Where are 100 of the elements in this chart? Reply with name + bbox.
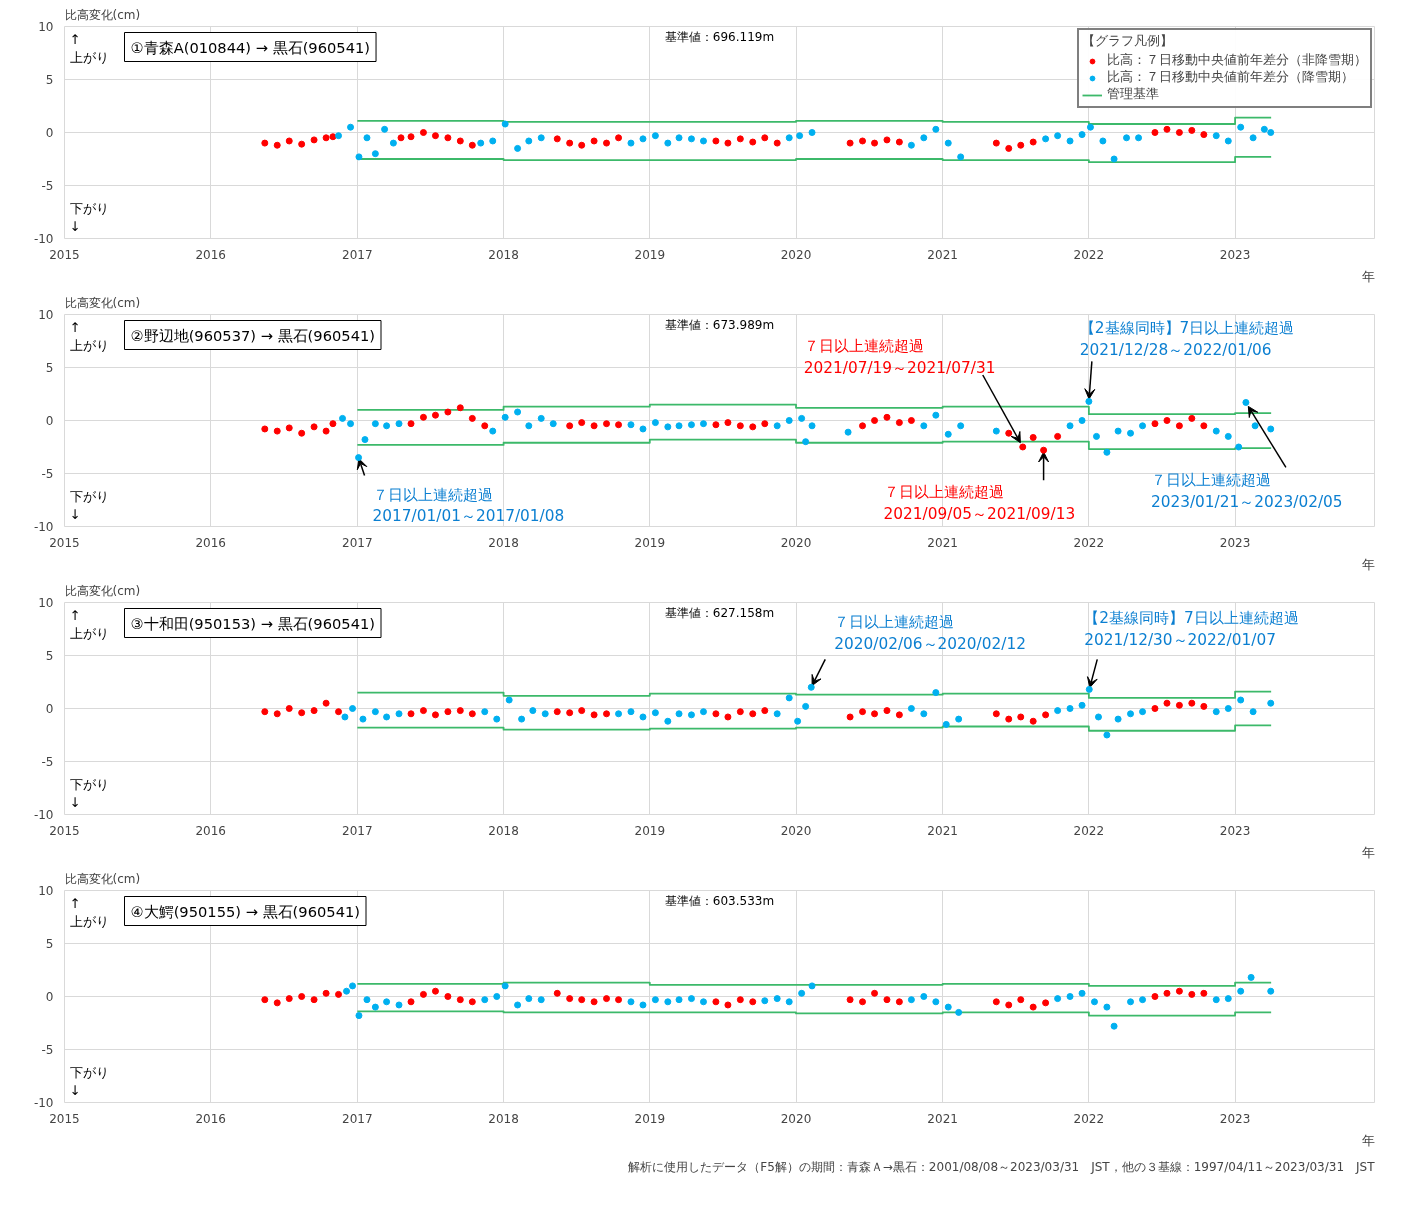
chart-subtitle: 基準値：673.989m: [664, 317, 775, 332]
point: [1151, 705, 1159, 712]
point: [895, 998, 903, 1006]
point: [481, 422, 489, 430]
point: [639, 713, 647, 721]
point: [431, 132, 439, 140]
x-tick-label: 2016: [195, 535, 226, 550]
x-tick-label: 2017: [342, 1111, 373, 1126]
point: [712, 998, 720, 1006]
point: [785, 998, 793, 1006]
point: [1135, 134, 1143, 142]
point: [1212, 132, 1220, 140]
point: [1200, 989, 1208, 997]
point: [273, 427, 281, 435]
point: [518, 715, 526, 723]
y-tick-label: -5: [41, 467, 54, 481]
point: [846, 996, 854, 1004]
point: [1224, 432, 1232, 440]
point: [1029, 717, 1037, 725]
point: [489, 427, 497, 435]
point: [796, 132, 804, 140]
point: [675, 710, 683, 718]
point: [1103, 448, 1111, 456]
text: 解析に使用したデータ（F5解）の期間：青森Ａ→黒石：2001/08/08～2023/03/31 JST，他の３基線：1997/04/11～2023/03/31 JST: [628, 1159, 1376, 1174]
point: [749, 998, 757, 1006]
x-tick-label: 2021: [927, 1111, 958, 1126]
point: [1249, 134, 1257, 142]
point: [1237, 987, 1245, 995]
point: [675, 422, 683, 430]
point: [1212, 427, 1220, 435]
point: [489, 137, 497, 145]
point: [1085, 685, 1093, 693]
point: [932, 689, 940, 697]
y-tick-label: 10: [38, 884, 54, 898]
point: [444, 993, 452, 1000]
point: [1040, 446, 1048, 454]
point: [339, 414, 347, 422]
point: [1054, 995, 1062, 1003]
point: [944, 139, 952, 147]
x-tick-label: 2015: [49, 823, 80, 838]
annotation: 下がり ↓: [69, 776, 109, 810]
point: [992, 710, 1000, 718]
point: [590, 422, 598, 430]
point: [651, 132, 659, 140]
point: [525, 995, 533, 1003]
point: [1078, 701, 1086, 709]
annotation: ↑ 上がり: [69, 31, 109, 65]
point: [1114, 427, 1122, 435]
point: [639, 425, 647, 433]
point: [343, 987, 351, 995]
y-tick-label: -10: [33, 808, 54, 822]
point: [603, 710, 611, 718]
point: [1005, 1001, 1013, 1009]
point: [798, 989, 806, 997]
point: [1078, 417, 1086, 424]
point: [389, 139, 397, 147]
point: [846, 713, 854, 721]
point: [501, 413, 509, 421]
point: [468, 998, 476, 1006]
point: [724, 419, 732, 427]
annotation: ７日以上連続超過 2021/07/19～2021/07/31: [803, 337, 996, 377]
point: [664, 139, 672, 147]
point: [1200, 422, 1208, 430]
point: [407, 420, 415, 428]
legend-title: 【グラフ凡例】: [1082, 33, 1174, 50]
y-axis-title: 比高変化(cm): [64, 583, 141, 598]
annotation: ７日以上連続超過 2020/02/06～2020/02/12: [834, 613, 1026, 653]
point: [1267, 987, 1275, 995]
annotation: 下がり ↓: [69, 1064, 109, 1098]
point: [1017, 713, 1025, 721]
point: [1200, 131, 1208, 139]
text: ②野辺地(960537) → 黒石(960541): [130, 326, 376, 344]
point: [871, 139, 879, 147]
point: [261, 996, 269, 1004]
point: [355, 454, 363, 462]
point: [846, 139, 854, 147]
point: [335, 990, 343, 998]
point: [431, 411, 439, 419]
y-tick-label: 5: [45, 361, 54, 375]
point: [590, 137, 598, 145]
annotation: ７日以上連続超過 2017/01/01～2017/01/08: [372, 485, 565, 526]
point: [322, 699, 330, 707]
point: [310, 423, 318, 431]
point: [932, 125, 940, 133]
point: [1066, 705, 1074, 712]
point: [907, 996, 915, 1004]
point: [798, 414, 806, 422]
chart-subtitle: 基準値：603.533m: [664, 893, 775, 908]
point: [932, 411, 940, 419]
point: [761, 420, 769, 428]
point: [615, 710, 623, 718]
point: [992, 998, 1000, 1006]
point: [371, 1003, 379, 1011]
point: [603, 139, 611, 147]
point: [603, 995, 611, 1003]
point: [749, 138, 757, 146]
point: [273, 141, 281, 149]
point: [627, 998, 635, 1006]
point: [1242, 398, 1250, 406]
point: [285, 424, 293, 432]
